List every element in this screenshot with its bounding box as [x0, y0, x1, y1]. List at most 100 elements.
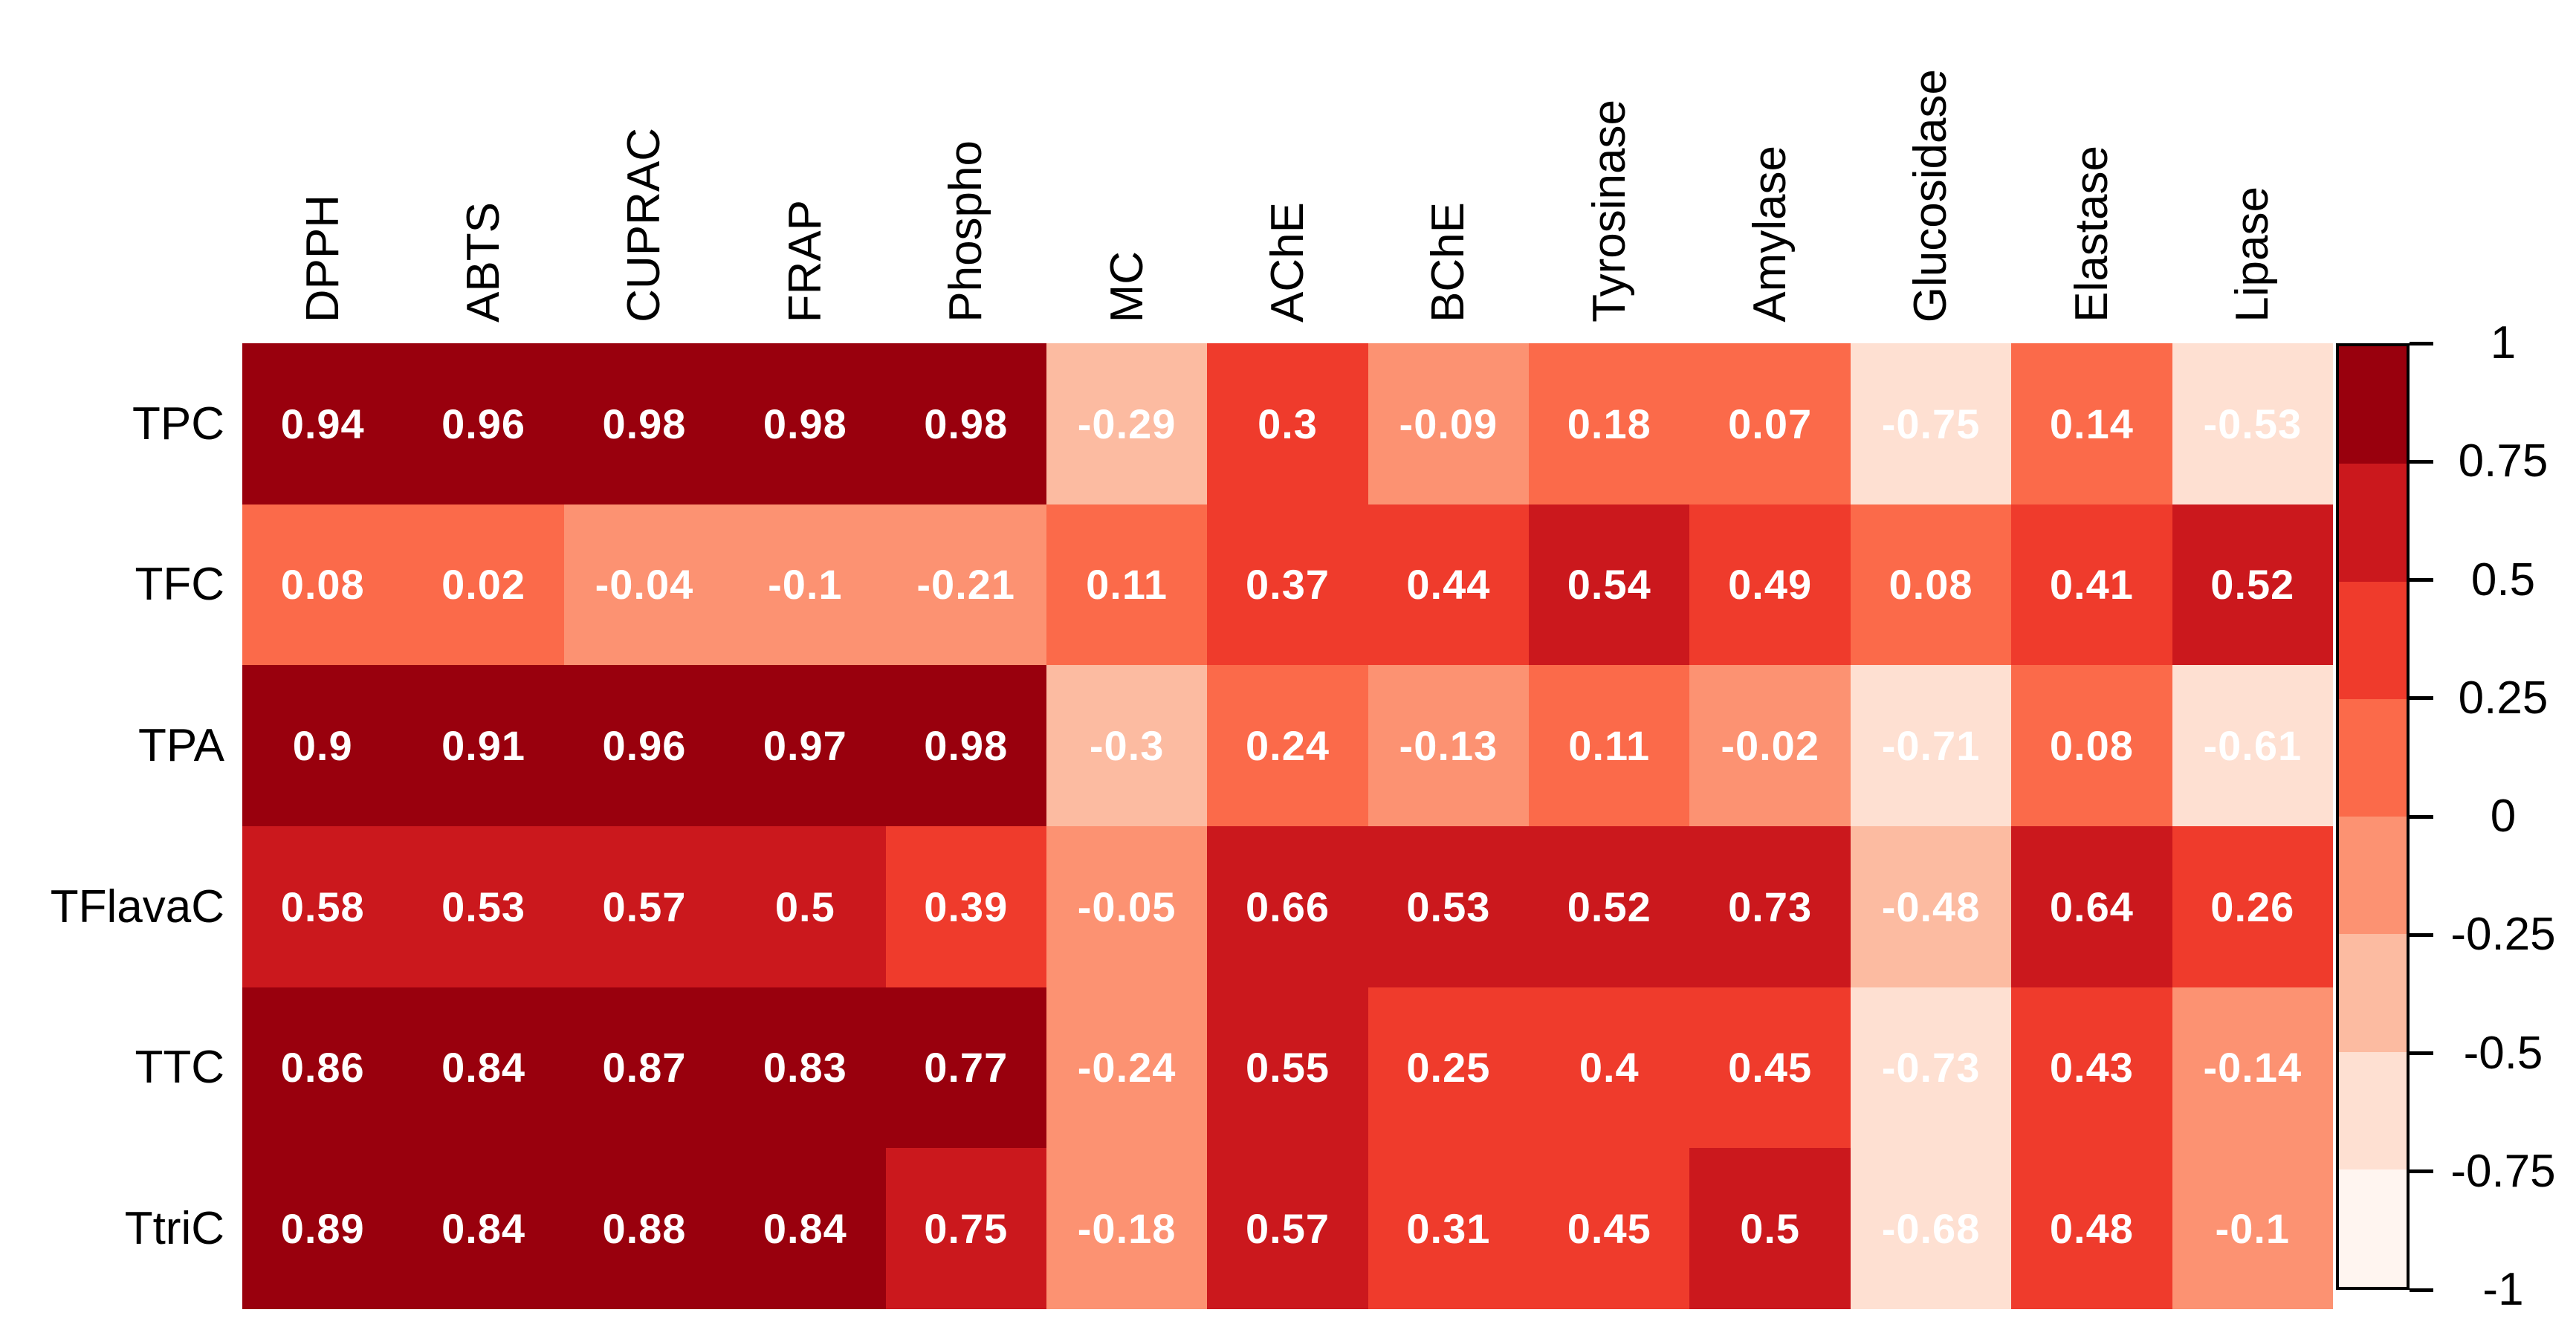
heatmap-cell: 0.66	[1207, 826, 1368, 987]
heatmap-cell: 0.88	[563, 1148, 725, 1309]
heatmap-cell: 0.39	[885, 826, 1046, 987]
col-label-text: Phospho	[940, 140, 992, 322]
heatmap-cell: 0.3	[1207, 343, 1368, 504]
heatmap-cell: 0.53	[1368, 826, 1530, 987]
heatmap-cell: 0.96	[563, 665, 725, 826]
heatmap-cell: 0.94	[242, 343, 404, 504]
heatmap-cell: 0.52	[1529, 826, 1690, 987]
legend-tick	[2410, 1288, 2433, 1292]
legend-tick-label: -1	[2482, 1264, 2524, 1315]
heatmap-cell: 0.9	[242, 665, 404, 826]
heatmap-cell: 0.11	[1529, 665, 1690, 826]
heatmap-cell: 0.18	[1529, 343, 1690, 504]
heatmap-cell: 0.43	[2011, 987, 2172, 1149]
heatmap-cell: -0.61	[2172, 665, 2333, 826]
heatmap-cell: 0.49	[1689, 504, 1851, 666]
col-label: DPPH	[242, 0, 403, 322]
legend-tick-label: -0.25	[2450, 909, 2556, 961]
heatmap-cell: 0.4	[1529, 987, 1690, 1149]
heatmap-cell: 0.55	[1207, 987, 1368, 1149]
heatmap-cell: -0.3	[1046, 665, 1208, 826]
row-label: TFC	[135, 559, 224, 611]
heatmap-cell: 0.24	[1207, 665, 1368, 826]
heatmap-cell: 0.44	[1368, 504, 1530, 666]
heatmap-cell: 0.83	[725, 987, 886, 1149]
row-label: TtriC	[124, 1203, 224, 1255]
heatmap-cell: -0.09	[1368, 343, 1530, 504]
legend-colorbar	[2336, 343, 2410, 1290]
heatmap-cell: 0.64	[2011, 826, 2172, 987]
legend-tick-label: -0.5	[2463, 1027, 2543, 1079]
heatmap-cell: 0.96	[403, 343, 564, 504]
heatmap-cell: 0.5	[725, 826, 886, 987]
legend-tick-label: 0.5	[2470, 554, 2536, 606]
heatmap-cell: 0.58	[242, 826, 404, 987]
heatmap-cell: 0.26	[2172, 826, 2333, 987]
col-label: BChE	[1368, 0, 1529, 322]
heatmap-cell: 0.75	[885, 1148, 1046, 1309]
heatmap-cell: -0.68	[1850, 1148, 2012, 1309]
col-label-text: Lipase	[2227, 186, 2279, 322]
legend-tick-label: 0.25	[2458, 672, 2549, 724]
heatmap-cell: 0.98	[563, 343, 725, 504]
heatmap-cell: 0.14	[2011, 343, 2172, 504]
heatmap-cell: 0.11	[1046, 504, 1208, 666]
heatmap-cell: 0.08	[1850, 504, 2012, 666]
col-label: CUPRAC	[564, 0, 725, 322]
heatmap-cell: -0.75	[1850, 343, 2012, 504]
heatmap-cell: 0.45	[1529, 1148, 1690, 1309]
heatmap-cell: -0.53	[2172, 343, 2333, 504]
col-label: Elastase	[2011, 0, 2172, 322]
col-label: Amylase	[1689, 0, 1850, 322]
legend-band	[2339, 1051, 2407, 1169]
legend-band	[2339, 464, 2407, 582]
col-label-text: Glucosidase	[1905, 68, 1957, 322]
heatmap-cell: -0.1	[2172, 1148, 2333, 1309]
heatmap-cell: 0.52	[2172, 504, 2333, 666]
heatmap-cell: -0.29	[1046, 343, 1208, 504]
legend-band	[2339, 1169, 2407, 1287]
legend-tick	[2410, 341, 2433, 345]
heatmap-cell: 0.07	[1689, 343, 1851, 504]
legend-tick	[2410, 1169, 2433, 1174]
heatmap-cell: 0.5	[1689, 1148, 1851, 1309]
col-label-text: DPPH	[297, 194, 349, 322]
col-label: Glucosidase	[1851, 0, 2011, 322]
col-label: FRAP	[725, 0, 885, 322]
col-label-text: BChE	[1423, 202, 1475, 322]
heatmap-cell: 0.57	[563, 826, 725, 987]
heatmap-grid: 0.94 0.96 0.98 0.98 0.98 -0.29 0.3 -0.09 0.18 0.0…	[242, 343, 2333, 1309]
heatmap-cell: -0.14	[2172, 987, 2333, 1149]
col-label-text: AChE	[1261, 202, 1313, 322]
col-label: Tyrosinase	[1529, 0, 1689, 322]
heatmap-cell: 0.25	[1368, 987, 1530, 1149]
legend-tick-label: 1	[2490, 317, 2517, 369]
col-label: AChE	[1207, 0, 1368, 322]
heatmap-cell: -0.73	[1850, 987, 2012, 1149]
col-label-text: Tyrosinase	[1583, 100, 1635, 322]
heatmap-cell: 0.73	[1689, 826, 1851, 987]
col-label-text: MC	[1101, 250, 1153, 322]
heatmap-cell: -0.04	[563, 504, 725, 666]
legend-band	[2339, 934, 2407, 1052]
heatmap-cell: -0.71	[1850, 665, 2012, 826]
heatmap-cell: 0.41	[2011, 504, 2172, 666]
col-label-text: ABTS	[458, 202, 510, 322]
heatmap-cell: -0.21	[885, 504, 1046, 666]
heatmap-cell: 0.08	[242, 504, 404, 666]
row-label: TFlavaC	[50, 880, 224, 932]
legend-tick-label: -0.75	[2450, 1145, 2556, 1197]
heatmap-cell: 0.89	[242, 1148, 404, 1309]
legend-tick	[2410, 814, 2433, 819]
legend-tick-label: 0.75	[2458, 435, 2549, 487]
col-label: ABTS	[403, 0, 563, 322]
heatmap-cell: 0.86	[242, 987, 404, 1149]
heatmap-cell: 0.45	[1689, 987, 1851, 1149]
heatmap-cell: 0.98	[885, 665, 1046, 826]
row-label: TPA	[138, 720, 224, 772]
heatmap-cell: 0.57	[1207, 1148, 1368, 1309]
heatmap-cell: -0.1	[725, 504, 886, 666]
legend-band	[2339, 581, 2407, 699]
legend-band	[2339, 817, 2407, 935]
